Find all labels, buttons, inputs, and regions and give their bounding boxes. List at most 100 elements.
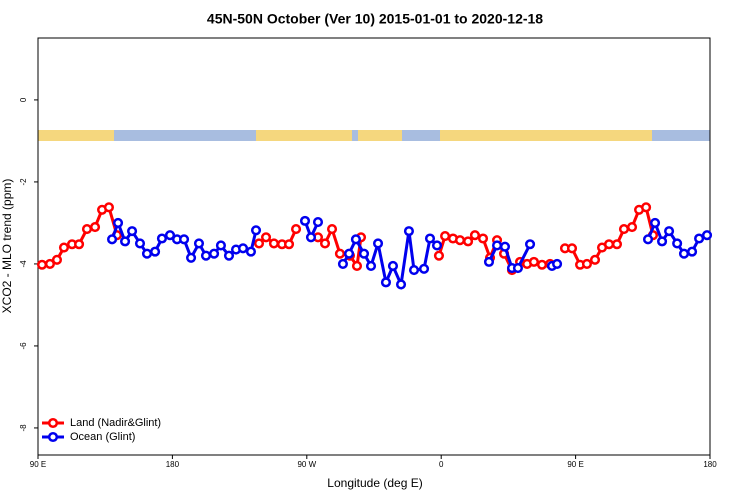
data-point <box>223 250 235 261</box>
data-point <box>36 259 48 270</box>
data-point <box>649 217 661 228</box>
legend-label: Ocean (Glint) <box>70 431 135 443</box>
data-point <box>200 250 212 261</box>
data-point <box>260 232 272 243</box>
data-point <box>403 226 414 237</box>
data-point <box>164 230 176 241</box>
data-point <box>127 226 138 237</box>
plot-frame <box>37 37 711 456</box>
chart-title: 45N-50N October (Ver 10) 2015-01-01 to 2… <box>207 11 543 27</box>
data-point <box>463 236 474 247</box>
data-point <box>337 258 348 269</box>
data-point <box>299 215 311 226</box>
data-point <box>215 240 226 251</box>
x-tick-label: 90 W <box>297 460 316 469</box>
x-tick-label: 180 <box>166 460 180 469</box>
data-point <box>528 256 539 267</box>
y-tick-label: -4 <box>19 260 28 268</box>
data-point <box>134 238 146 249</box>
data-point <box>209 248 220 259</box>
x-tick-label: 90 E <box>567 460 583 469</box>
data-point <box>477 233 489 244</box>
data-point <box>701 230 713 241</box>
data-point <box>440 230 451 242</box>
data-point <box>687 246 698 257</box>
data-point <box>642 234 654 245</box>
data-point <box>581 258 592 269</box>
data-point <box>536 259 548 270</box>
data-point <box>365 260 377 272</box>
data-point <box>178 234 190 245</box>
data-point <box>74 239 85 250</box>
legend-label: Land (Nadir&Glint) <box>70 417 161 429</box>
data-point <box>552 258 563 269</box>
data-point <box>418 263 430 274</box>
data-point <box>89 221 101 233</box>
data-point <box>372 238 384 249</box>
data-point <box>326 224 338 235</box>
data-point <box>618 224 630 235</box>
data-point <box>351 260 363 272</box>
data-point <box>483 256 495 267</box>
data-point <box>253 238 265 249</box>
legend-marker <box>47 431 59 443</box>
data-point <box>424 233 436 244</box>
legend-marker <box>47 417 59 429</box>
data-point <box>589 254 601 265</box>
data-point <box>492 240 503 251</box>
data-point <box>250 225 262 236</box>
data-point <box>657 236 668 247</box>
data-point <box>51 254 63 265</box>
data-point <box>469 230 480 241</box>
series-line <box>41 205 119 267</box>
data-point <box>150 246 161 257</box>
data-point <box>380 277 391 288</box>
x-tick-label: 180 <box>703 460 717 469</box>
data-point <box>525 239 536 250</box>
data-point <box>611 239 623 250</box>
data-point <box>141 248 153 259</box>
data-point <box>283 239 295 250</box>
data-point <box>499 241 511 252</box>
data-point <box>350 234 361 245</box>
y-tick-label: -2 <box>19 178 28 186</box>
data-point <box>186 252 197 263</box>
y-tick-label: -6 <box>19 342 28 350</box>
data-point <box>107 234 118 245</box>
data-point <box>678 248 690 259</box>
data-point <box>512 262 524 274</box>
land-ocean-strip <box>38 130 710 141</box>
data-point <box>395 279 407 290</box>
data-point <box>319 238 331 249</box>
data-point <box>344 248 355 259</box>
data-point <box>112 217 124 228</box>
y-axis-label: XCO2 - MLO trend (ppm) <box>0 179 14 314</box>
data-point <box>156 233 167 244</box>
data-point <box>245 246 256 257</box>
data-point <box>120 236 131 247</box>
data-point <box>358 248 370 259</box>
data-point <box>641 202 652 213</box>
data-point <box>626 221 638 233</box>
data-point <box>290 224 302 235</box>
data-point <box>408 265 420 276</box>
y-tick-label: 0 <box>19 97 28 102</box>
data-point <box>268 238 279 249</box>
data-point <box>58 242 70 253</box>
y-tick-label: -8 <box>19 424 28 432</box>
data-point <box>664 226 675 237</box>
data-point <box>433 250 445 261</box>
data-point <box>566 243 578 254</box>
x-axis-label: Longitude (deg E) <box>327 476 422 490</box>
data-point <box>305 232 317 243</box>
data-point <box>81 224 93 235</box>
x-tick-label: 0 <box>439 460 444 469</box>
x-tick-label: 90 E <box>30 460 46 469</box>
data-point <box>193 238 205 249</box>
data-point <box>387 260 399 272</box>
data-point <box>312 217 324 228</box>
data-point <box>672 238 683 249</box>
series-line <box>564 205 655 267</box>
data-point <box>431 240 443 251</box>
